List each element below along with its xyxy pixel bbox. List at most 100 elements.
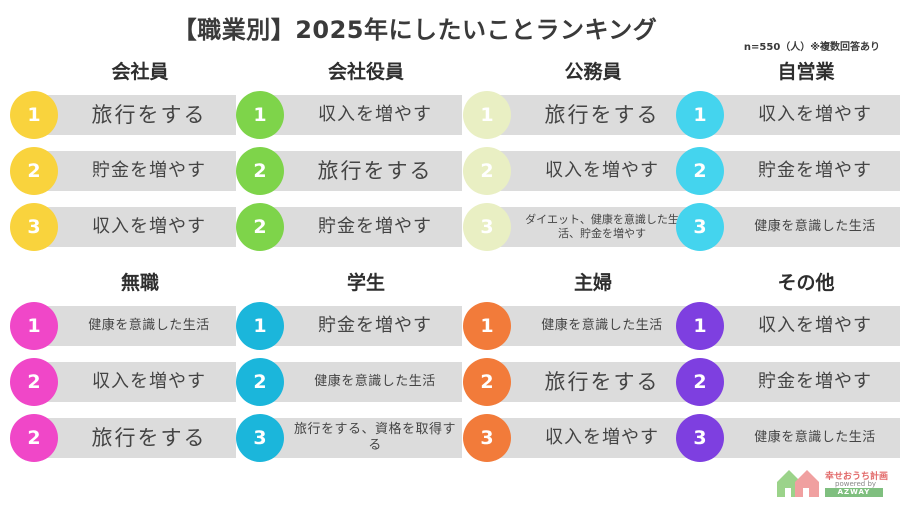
ranking-text: 貯金を増やす (92, 159, 206, 181)
rank-badge: 1 (236, 302, 284, 350)
rank-badge: 2 (10, 147, 58, 195)
category-label: 会社役員 (327, 61, 404, 83)
ranking-text: 貯金を増やす (318, 314, 432, 336)
ranking-row: 健康を意識した生活 1 (463, 302, 691, 350)
ranking-bar: 旅行をする (483, 362, 689, 402)
category-label: その他 (777, 272, 835, 294)
rank-badge: 3 (676, 203, 724, 251)
ranking-text: 貯金を増やす (758, 370, 872, 392)
logo-name: 幸せおうち計画 (825, 472, 889, 482)
ranking-bar: 貯金を増やす (30, 151, 236, 191)
rank-badge: 1 (676, 91, 724, 139)
ranking-text: 旅行をする、資格を取得する (293, 421, 456, 453)
rank-badge: 3 (463, 203, 511, 251)
ranking-row: 収入を増やす 2 (10, 358, 238, 406)
ranking-row: 健康を意識した生活 3 (676, 414, 900, 462)
ranking-row: 貯金を増やす 2 (676, 147, 900, 195)
ranking-text: 健康を意識した生活 (754, 218, 876, 234)
ranking-row: 収入を増やす 3 (10, 203, 238, 251)
rank-badge: 3 (10, 203, 58, 251)
ranking-bar: 健康を意識した生活 (696, 207, 900, 247)
category-label: 会社員 (111, 61, 169, 83)
ranking-row: 貯金を増やす 1 (236, 302, 464, 350)
ranking-text: 旅行をする (544, 102, 660, 127)
rank-badge: 3 (463, 414, 511, 462)
category-label: 主婦 (573, 272, 612, 294)
page-title: 【職業別】2025年にしたいことランキング (172, 16, 658, 44)
ranking-bar: 健康を意識した生活 (696, 418, 900, 458)
ranking-row: 旅行をする 1 (10, 91, 238, 139)
rank-badge: 1 (676, 302, 724, 350)
rank-badge: 2 (676, 358, 724, 406)
ranking-row: 収入を増やす 3 (463, 414, 691, 462)
ranking-text: 健康を意識した生活 (541, 317, 663, 333)
ranking-bar: 旅行をする (30, 418, 236, 458)
ranking-text: 旅行をする (544, 369, 660, 394)
ranking-bar: 収入を増やす (483, 151, 689, 191)
ranking-bar: 健康を意識した生活 (483, 306, 689, 346)
ranking-bar: 旅行をする (30, 95, 236, 135)
sample-note: n=550（人）※複数回答あり (743, 42, 880, 53)
ranking-bar: 旅行をする、資格を取得する (256, 418, 462, 458)
ranking-bar: 貯金を増やす (696, 151, 900, 191)
category-label: 自営業 (777, 61, 835, 83)
ranking-bar: 収入を増やす (483, 418, 689, 458)
ranking-bar: ダイエット、健康を意識した生活、貯金を増やす (483, 207, 689, 247)
ranking-text: 収入を増やす (92, 370, 206, 392)
ranking-row: 健康を意識した生活 1 (10, 302, 238, 350)
ranking-text: 収入を増やす (758, 103, 872, 125)
rank-badge: 1 (463, 91, 511, 139)
rank-badge: 3 (236, 414, 284, 462)
ranking-row: 収入を増やす 1 (676, 91, 900, 139)
ranking-row: 健康を意識した生活 2 (236, 358, 464, 406)
brand-logo: 幸せおうち計画 powered by AZWAY (775, 466, 893, 498)
ranking-row: 収入を増やす 2 (463, 147, 691, 195)
ranking-text: 旅行をする (91, 425, 207, 450)
ranking-row: 旅行をする 1 (463, 91, 691, 139)
ranking-bar: 旅行をする (256, 151, 462, 191)
rank-badge: 1 (463, 302, 511, 350)
ranking-text: 収入を増やす (545, 159, 659, 181)
ranking-bar: 収入を増やす (30, 362, 236, 402)
rank-badge: 2 (463, 147, 511, 195)
ranking-bar: 貯金を増やす (696, 362, 900, 402)
ranking-text: 健康を意識した生活 (754, 429, 876, 445)
rank-badge: 2 (463, 358, 511, 406)
ranking-text: 旅行をする (317, 158, 433, 183)
rank-badge: 2 (236, 147, 284, 195)
rank-badge: 1 (236, 91, 284, 139)
ranking-text: 収入を増やす (92, 215, 206, 237)
logo-powered: powered by (835, 480, 877, 488)
ranking-row: 収入を増やす 1 (236, 91, 464, 139)
ranking-bar: 健康を意識した生活 (30, 306, 236, 346)
ranking-row: 旅行をする 2 (236, 147, 464, 195)
ranking-bar: 収入を増やす (256, 95, 462, 135)
ranking-bar: 貯金を増やす (256, 207, 462, 247)
rank-badge: 2 (10, 358, 58, 406)
rank-badge: 1 (10, 91, 58, 139)
ranking-row: 収入を増やす 1 (676, 302, 900, 350)
rank-badge: 2 (236, 358, 284, 406)
category-label: 学生 (346, 272, 385, 294)
ranking-row: 貯金を増やす 2 (676, 358, 900, 406)
rank-badge: 3 (676, 414, 724, 462)
ranking-text: 収入を増やす (545, 426, 659, 448)
logo-brand: AZWAY (825, 488, 883, 497)
ranking-bar: 収入を増やす (30, 207, 236, 247)
rank-badge: 2 (236, 203, 284, 251)
ranking-bar: 旅行をする (483, 95, 689, 135)
ranking-row: 旅行をする、資格を取得する 3 (236, 414, 464, 462)
house-logo-icon (777, 470, 819, 497)
ranking-row: 貯金を増やす 2 (10, 147, 238, 195)
rank-badge: 2 (676, 147, 724, 195)
ranking-text: 健康を意識した生活 (314, 373, 436, 389)
ranking-text: 収入を増やす (758, 314, 872, 336)
rank-badge: 2 (10, 414, 58, 462)
ranking-text: 健康を意識した生活 (88, 317, 210, 333)
category-label: 無職 (120, 272, 159, 294)
ranking-text: 旅行をする (91, 102, 207, 127)
ranking-row: 健康を意識した生活 3 (676, 203, 900, 251)
ranking-text: 収入を増やす (318, 103, 432, 125)
ranking-text: 貯金を増やす (758, 159, 872, 181)
ranking-bar: 収入を増やす (696, 95, 900, 135)
